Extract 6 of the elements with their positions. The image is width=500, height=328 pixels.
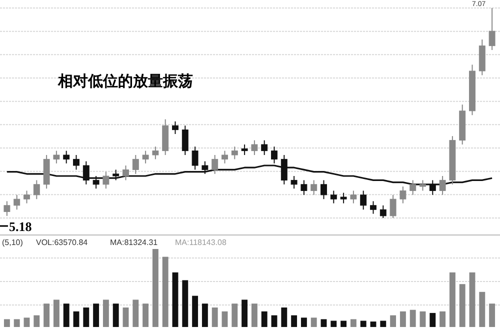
text: MA:118143.08 (175, 238, 227, 247)
text: 5.18 (9, 219, 32, 234)
annotation: 相对低位的放量振荡 (57, 73, 193, 90)
text: MA:81324.31 (110, 238, 158, 247)
text: VOL:63570.84 (36, 238, 88, 247)
text: (5,10) (2, 238, 24, 247)
